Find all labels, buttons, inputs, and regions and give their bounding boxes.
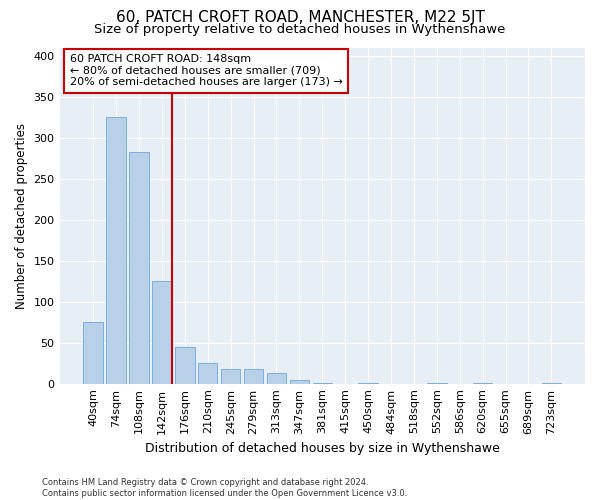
Text: Contains HM Land Registry data © Crown copyright and database right 2024.
Contai: Contains HM Land Registry data © Crown c… [42,478,407,498]
Bar [83,322,103,384]
Bar [129,152,149,384]
Bar [267,373,286,384]
Y-axis label: Number of detached properties: Number of detached properties [15,122,28,308]
Bar [473,383,493,384]
Bar [427,383,446,384]
Text: 60, PATCH CROFT ROAD, MANCHESTER, M22 5JT: 60, PATCH CROFT ROAD, MANCHESTER, M22 5J… [116,10,484,25]
Bar [290,380,309,384]
Text: 60 PATCH CROFT ROAD: 148sqm
← 80% of detached houses are smaller (709)
20% of se: 60 PATCH CROFT ROAD: 148sqm ← 80% of det… [70,54,343,88]
Bar [358,383,378,384]
Bar [313,383,332,384]
Text: Size of property relative to detached houses in Wythenshawe: Size of property relative to detached ho… [94,22,506,36]
Bar [542,383,561,384]
Bar [152,281,172,384]
Bar [198,363,217,384]
X-axis label: Distribution of detached houses by size in Wythenshawe: Distribution of detached houses by size … [145,442,500,455]
Bar [175,347,194,384]
Bar [221,369,241,384]
Bar [244,369,263,384]
Bar [106,117,126,384]
